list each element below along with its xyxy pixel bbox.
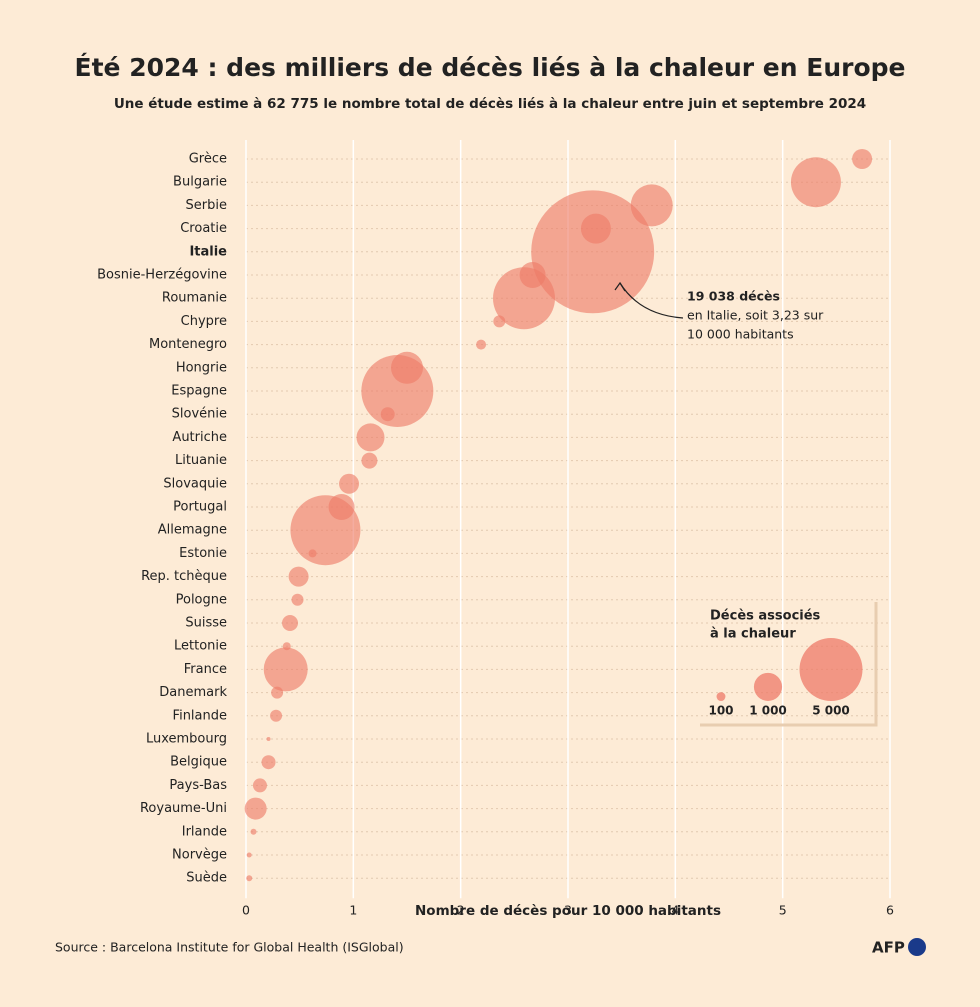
x-tick-label: 5 bbox=[779, 903, 787, 918]
bubble bbox=[531, 190, 655, 314]
y-tick-label: Portugal bbox=[173, 500, 227, 515]
legend-label: 100 bbox=[708, 704, 733, 718]
bubble bbox=[361, 355, 434, 427]
bubble bbox=[476, 339, 487, 350]
bubble bbox=[493, 315, 506, 328]
y-tick-label: Bosnie-Herzégovine bbox=[97, 268, 227, 283]
bubble bbox=[290, 495, 361, 566]
y-tick-label: Rep. tchèque bbox=[141, 569, 227, 584]
y-tick-label: Hongrie bbox=[176, 360, 227, 375]
y-tick-label: France bbox=[184, 662, 227, 677]
bubble bbox=[852, 148, 873, 170]
y-tick-label: Croatie bbox=[180, 221, 227, 236]
y-tick-label: Chypre bbox=[181, 314, 227, 329]
y-tick-label: Norvège bbox=[172, 848, 227, 863]
bubble bbox=[246, 852, 252, 858]
bubble bbox=[271, 686, 284, 699]
x-tick-label: 4 bbox=[671, 903, 679, 918]
chart-title: Été 2024 : des milliers de décès liés à … bbox=[75, 53, 906, 82]
source: Source : Barcelona Institute for Global … bbox=[55, 940, 404, 955]
y-tick-label: Lituanie bbox=[175, 453, 227, 468]
y-tick-label: Roumanie bbox=[162, 291, 227, 306]
y-tick-label: Suède bbox=[186, 871, 227, 886]
y-tick-label: Luxembourg bbox=[146, 732, 227, 747]
legend-bubble bbox=[753, 672, 783, 701]
y-tick-label: Pologne bbox=[176, 592, 227, 607]
y-tick-label: Estonie bbox=[179, 546, 227, 561]
x-tick-label: 2 bbox=[457, 903, 465, 918]
y-tick-label: Espagne bbox=[171, 384, 227, 399]
y-tick-label: Belgique bbox=[170, 755, 227, 770]
legend-label: 1 000 bbox=[749, 704, 787, 718]
annotation-text: en Italie, soit 3,23 sur bbox=[687, 308, 824, 323]
y-tick-label: Allemagne bbox=[158, 523, 227, 538]
x-tick-label: 0 bbox=[242, 903, 250, 918]
legend-title: à la chaleur bbox=[710, 627, 796, 642]
y-tick-label: Danemark bbox=[159, 685, 227, 700]
bubble bbox=[263, 647, 308, 692]
bubble bbox=[288, 566, 309, 587]
x-tick-label: 1 bbox=[349, 903, 357, 918]
y-tick-label: Autriche bbox=[172, 430, 227, 445]
x-tick-label: 3 bbox=[564, 903, 572, 918]
legend-bubble bbox=[799, 638, 863, 701]
bubble bbox=[282, 615, 299, 631]
annotation-text: 10 000 habitants bbox=[687, 327, 794, 342]
y-tick-label: Finlande bbox=[173, 708, 227, 723]
y-tick-label: Suisse bbox=[185, 616, 227, 631]
chart-subtitle: Une étude estime à 62 775 le nombre tota… bbox=[114, 96, 866, 112]
legend: 100 1 000 5 000 bbox=[708, 638, 863, 718]
bubble bbox=[380, 407, 395, 422]
annotation-title: 19 038 décès bbox=[687, 289, 780, 304]
y-tick-label: Pays-Bas bbox=[169, 778, 227, 793]
bubble bbox=[339, 473, 360, 494]
logo-dot bbox=[908, 938, 926, 956]
y-tick-label: Montenegro bbox=[149, 337, 227, 352]
legend-frame bbox=[700, 602, 878, 727]
bubble bbox=[252, 778, 267, 793]
legend-title: Décès associés bbox=[710, 609, 821, 624]
bubble bbox=[244, 797, 267, 820]
bubble bbox=[250, 828, 257, 835]
bubbles bbox=[244, 148, 873, 882]
y-tick-label: Irlande bbox=[182, 824, 227, 839]
bubble bbox=[266, 737, 271, 741]
x-axis-label: Nombre de décès pour 10 000 habitants bbox=[415, 903, 721, 919]
bubble bbox=[270, 709, 283, 722]
y-tick-label: Italie bbox=[189, 244, 227, 259]
legend-bubble bbox=[716, 692, 726, 701]
y-tick-label: Slovaquie bbox=[163, 476, 227, 491]
legend-label: 5 000 bbox=[812, 704, 850, 718]
bubble bbox=[790, 157, 841, 208]
bubble bbox=[361, 452, 378, 469]
bubble bbox=[291, 593, 304, 606]
y-tick-label: Slovénie bbox=[172, 407, 227, 422]
y-tick-label: Lettonie bbox=[174, 639, 227, 654]
logo: AFP bbox=[872, 939, 905, 957]
bubble bbox=[261, 755, 276, 770]
bubble bbox=[308, 549, 317, 558]
y-tick-label: Bulgarie bbox=[173, 175, 227, 190]
y-tick-label: Grèce bbox=[189, 152, 227, 167]
bubble bbox=[246, 875, 253, 882]
y-tick-label: Royaume-Uni bbox=[140, 801, 227, 816]
bubble bbox=[492, 267, 555, 330]
bubble bbox=[356, 423, 385, 452]
y-tick-label: Serbie bbox=[186, 198, 227, 213]
annotation-arrowhead bbox=[614, 281, 626, 292]
x-tick-label: 6 bbox=[886, 903, 894, 918]
